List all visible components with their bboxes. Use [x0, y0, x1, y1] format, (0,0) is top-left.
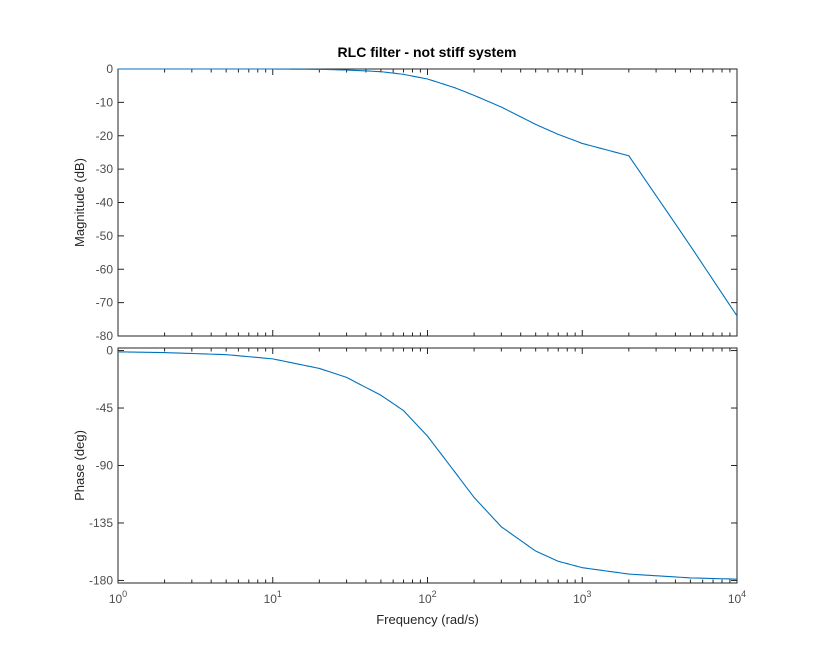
phase-y-tick-label: 0	[106, 344, 113, 358]
magnitude-y-tick-label: 0	[106, 62, 113, 76]
phase-x-axis-label: Frequency (rad/s)	[376, 612, 479, 627]
phase-x-tick-label: 102	[418, 589, 436, 606]
magnitude-y-tick-label: -80	[96, 329, 114, 343]
phase-x-tick-label: 100	[109, 589, 127, 606]
phase-y-tick-label: -180	[89, 573, 113, 587]
phase-axes-box	[117, 347, 738, 584]
phase-y-tick-label: -90	[96, 459, 114, 473]
phase-x-tick-label: 104	[728, 589, 746, 606]
phase-y-tick-label: -135	[89, 516, 113, 530]
magnitude-y-tick-label: -60	[96, 262, 114, 276]
magnitude-y-tick-label: -30	[96, 162, 114, 176]
phase-x-tick-label: 101	[264, 589, 282, 606]
phase-series-line	[117, 351, 738, 580]
magnitude-y-tick-label: -20	[96, 129, 114, 143]
magnitude-series-line	[118, 68, 738, 317]
phase-axes: 0 -45 -90 -135 -180 Phase (deg) 100 101 102 103 10…	[72, 344, 746, 627]
magnitude-y-tick-label: -50	[96, 229, 114, 243]
phase-x-tick-label: 103	[573, 589, 591, 606]
magnitude-y-axis-label: Magnitude (dB)	[72, 158, 87, 247]
phase-y-axis-label: Phase (deg)	[72, 430, 87, 501]
chart-title: RLC filter - not stiff system	[338, 44, 517, 60]
magnitude-axes-box	[117, 68, 738, 337]
magnitude-y-tick-label: -40	[96, 196, 114, 210]
magnitude-y-tick-label: -70	[96, 296, 114, 310]
magnitude-axes: 0 -10 -20 -30 -40 -50 -60 -70 -80 Magnitude (dB)	[72, 62, 738, 343]
phase-y-tick-label: -45	[96, 401, 114, 415]
magnitude-y-tick-label: -10	[96, 95, 114, 109]
